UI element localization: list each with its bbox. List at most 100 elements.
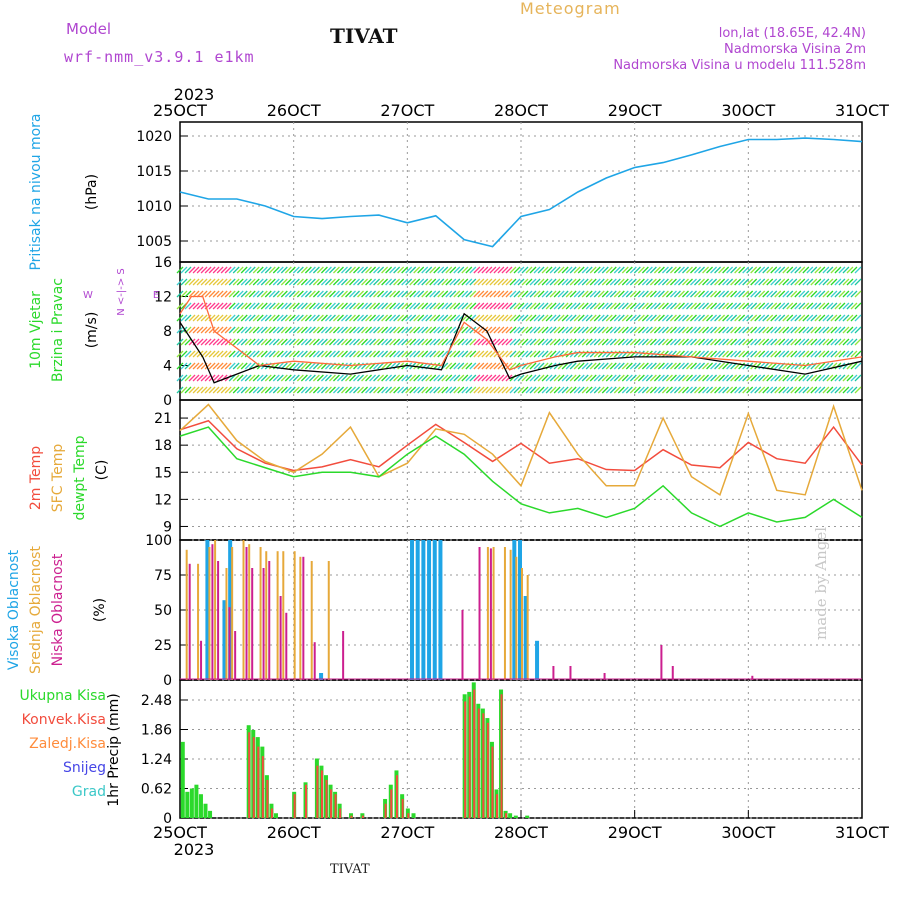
wind-barb — [637, 362, 645, 370]
wind-barb — [296, 314, 304, 322]
wind-barb — [529, 302, 537, 310]
wind-barb — [734, 278, 742, 286]
wind-barb — [501, 374, 509, 382]
wind-title: 10m Vjetar — [28, 291, 44, 369]
wind-barb — [665, 314, 673, 322]
wind-barb — [589, 326, 597, 334]
wind-barb — [188, 326, 196, 334]
wind-barb — [774, 338, 782, 346]
wind-barb — [304, 338, 312, 346]
wind-barb — [433, 326, 441, 334]
wind-barb — [846, 386, 854, 394]
wind-barb — [637, 326, 645, 334]
wind-barb — [669, 362, 677, 370]
wind-barb — [425, 314, 433, 322]
wind-barb — [722, 350, 730, 358]
wind-barb — [240, 362, 248, 370]
wind-barb — [854, 338, 862, 346]
wind-barb — [738, 302, 746, 310]
wind-barb — [469, 338, 477, 346]
wind-barb — [794, 362, 802, 370]
wind-barb — [369, 278, 377, 286]
wind-barb — [774, 326, 782, 334]
wind-barb — [196, 374, 204, 382]
wind-barb — [830, 314, 838, 322]
wind-barb — [184, 338, 192, 346]
wind-barb — [702, 290, 710, 298]
wind-barb — [284, 350, 292, 358]
wind-barb — [457, 290, 465, 298]
wind-barb — [425, 386, 433, 394]
wind-barb — [814, 362, 822, 370]
wind-barb — [537, 302, 545, 310]
wind-barb — [461, 350, 469, 358]
wind-barb — [521, 290, 529, 298]
wind-barb — [525, 290, 533, 298]
wind-barb — [686, 290, 693, 298]
wind-barb — [361, 290, 369, 298]
wind-barb — [397, 314, 405, 322]
wind-barb — [778, 338, 786, 346]
wind-barb — [738, 314, 746, 322]
wind-barb — [457, 362, 465, 370]
wind-barb — [565, 386, 573, 394]
wind-barb — [357, 350, 364, 358]
wind-barb — [413, 290, 421, 298]
wind-barb — [774, 386, 782, 394]
wind-barb — [854, 266, 862, 274]
wind-barb — [300, 350, 308, 358]
wind-barb — [806, 302, 814, 310]
wind-barb — [349, 374, 356, 382]
wind-barb — [389, 386, 397, 394]
wind-barb — [381, 374, 389, 382]
wind-barb — [678, 314, 685, 322]
wind-barb — [413, 374, 421, 382]
precip-bar-total_precip — [208, 810, 213, 818]
wind-barb — [549, 338, 557, 346]
wind-barb — [377, 266, 385, 274]
wind-barb — [682, 386, 689, 394]
wind-barb — [746, 374, 754, 382]
wind-barb — [212, 386, 220, 394]
wind-barb — [232, 326, 240, 334]
wind-barb — [690, 302, 697, 310]
wind-barb — [682, 302, 689, 310]
wind-barb — [561, 302, 569, 310]
wind-barb — [846, 374, 854, 382]
wind-barb — [184, 278, 192, 286]
wind-barb — [373, 290, 381, 298]
wind-barb — [513, 314, 521, 322]
wind-barb — [593, 278, 601, 286]
wind-barb — [320, 386, 328, 394]
wind-barb — [320, 290, 328, 298]
wind-barb — [609, 338, 617, 346]
wind-barb — [581, 338, 589, 346]
wind-barb — [521, 350, 529, 358]
wind-barb — [605, 266, 613, 274]
cloud-bar-low_cloud — [313, 642, 316, 680]
wind-barb — [770, 302, 778, 310]
wind-barb — [778, 374, 786, 382]
wind-barb — [453, 290, 461, 298]
wind-barb — [846, 290, 854, 298]
wind-barb — [786, 374, 794, 382]
wind-barb — [657, 338, 665, 346]
wind-barb — [601, 290, 609, 298]
wind-barb — [409, 302, 417, 310]
wind-barb — [353, 350, 360, 358]
wind-barb — [320, 350, 328, 358]
wind-barb — [742, 326, 750, 334]
wind-barb — [268, 374, 276, 382]
wind-barb — [706, 386, 714, 394]
wind-barb — [641, 386, 649, 394]
wind-barb — [686, 386, 693, 394]
ytick-label: 25 — [154, 638, 172, 654]
wind-barb — [288, 266, 296, 274]
wind-barb — [673, 314, 681, 322]
wind-barb — [228, 290, 236, 298]
cloud-bar-high_cloud — [512, 540, 517, 680]
wind-barb — [284, 374, 292, 382]
wind-barb — [521, 278, 529, 286]
wind-barb — [280, 338, 288, 346]
